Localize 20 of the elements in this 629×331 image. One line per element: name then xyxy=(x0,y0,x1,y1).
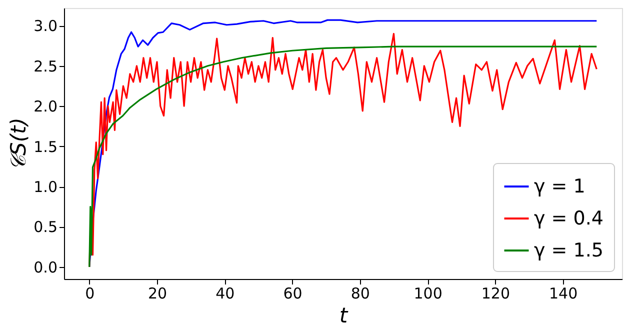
x-axis-title: t xyxy=(339,304,348,328)
y-axis-title: 𝒞S(t) xyxy=(6,118,31,170)
legend-label: γ = 1 xyxy=(534,176,586,198)
x-tick-label: 120 xyxy=(481,284,510,302)
x-tick-label: 20 xyxy=(148,284,168,302)
y-tick-label: 3.0 xyxy=(34,17,58,36)
y-tick-label: 2.5 xyxy=(34,57,58,76)
x-tick-label: 0 xyxy=(85,284,95,302)
x-tick-label: 140 xyxy=(549,284,578,302)
x-tick-label: 60 xyxy=(283,284,302,302)
y-tick-label: 0.0 xyxy=(34,258,58,276)
legend-label: γ = 1.5 xyxy=(534,240,604,262)
y-tick-label: 1.0 xyxy=(34,178,58,196)
y-tick-label: 2.0 xyxy=(34,98,58,116)
legend-label: γ = 0.4 xyxy=(534,208,604,230)
y-tick-label: 0.5 xyxy=(34,218,58,236)
x-tick-label: 100 xyxy=(414,284,442,302)
x-tick-label: 40 xyxy=(216,284,235,302)
x-tick-label: 80 xyxy=(350,284,370,302)
y-tick-label: 1.5 xyxy=(34,138,58,156)
